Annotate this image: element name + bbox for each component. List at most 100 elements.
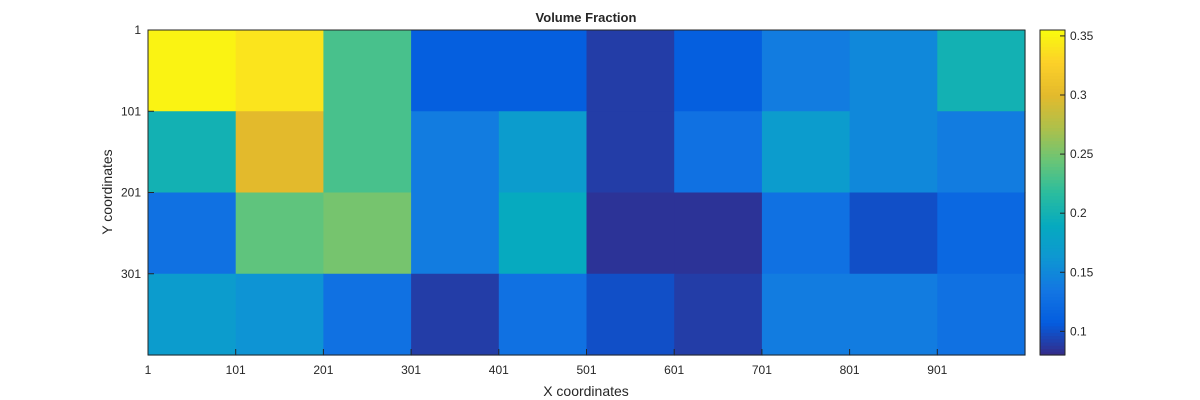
colorbar-segment: [1040, 254, 1065, 259]
colorbar-segment: [1040, 329, 1065, 333]
colorbar-segment: [1040, 319, 1065, 324]
colorbar-segment: [1040, 332, 1065, 337]
colorbar-segment: [1040, 46, 1065, 51]
colorbar-tick-label: 0.3: [1070, 88, 1087, 102]
colorbar-segment: [1040, 108, 1065, 112]
x-tick-label: 301: [401, 363, 421, 377]
colorbar-segment: [1040, 273, 1065, 278]
colorbar-segment: [1040, 338, 1065, 343]
x-tick-label: 1: [145, 363, 152, 377]
heatmap-cell: [148, 111, 237, 194]
colorbar-segment: [1040, 241, 1065, 246]
colorbar-segment: [1040, 49, 1065, 54]
colorbar-segment: [1040, 296, 1065, 301]
heatmap-cell: [323, 111, 412, 194]
y-axis-label: Y coordinates: [99, 149, 115, 234]
heatmap-cell: [323, 30, 412, 112]
heatmap-cell: [586, 111, 675, 194]
heatmap-cell: [235, 192, 324, 275]
heatmap-cell: [937, 111, 1026, 194]
colorbar-segment: [1040, 72, 1065, 77]
heatmap-cell: [674, 192, 763, 275]
colorbar-segment: [1040, 62, 1065, 67]
colorbar-segment: [1040, 104, 1065, 109]
x-tick-label: 901: [927, 363, 947, 377]
colorbar-segment: [1040, 156, 1065, 161]
colorbar-segment: [1040, 286, 1065, 291]
colorbar-segment: [1040, 59, 1065, 64]
colorbar-segment: [1040, 121, 1065, 125]
colorbar-segment: [1040, 30, 1065, 34]
colorbar-segment: [1040, 238, 1065, 242]
colorbar-segment: [1040, 260, 1065, 265]
heatmap-cell: [411, 192, 500, 275]
heatmap-cell: [674, 111, 763, 194]
colorbar-segment: [1040, 283, 1065, 288]
colorbar-segment: [1040, 264, 1065, 268]
colorbar-segment: [1040, 306, 1065, 311]
colorbar-frame: [1039, 29, 1066, 356]
heatmap-cell: [498, 192, 588, 275]
colorbar-segment: [1040, 91, 1065, 96]
colorbar-segment: [1040, 199, 1065, 203]
heatmap-cell: [323, 273, 412, 356]
heatmap-cell: [235, 30, 324, 112]
colorbar-segment: [1040, 290, 1065, 294]
colorbar-segment: [1040, 251, 1065, 255]
heatmap-cell: [411, 273, 500, 356]
colorbar-segment: [1040, 82, 1065, 86]
x-tick-label: 801: [840, 363, 860, 377]
colorbar-segment: [1040, 312, 1065, 317]
colorbar-segment: [1040, 270, 1065, 275]
heatmap-cell: [148, 192, 237, 275]
colorbar-segment: [1040, 166, 1065, 171]
colorbar-segment: [1040, 153, 1065, 158]
colorbar-segment: [1040, 69, 1065, 73]
colorbar-segment: [1040, 39, 1065, 44]
colorbar: 0.1 0.15 0.2 0.25 0.3 0.35: [1039, 29, 1094, 356]
chart-title: Volume Fraction: [536, 10, 637, 25]
colorbar-segment: [1040, 189, 1065, 194]
colorbar-segment: [1040, 101, 1065, 106]
colorbar-segment: [1040, 117, 1065, 122]
x-tick-label: 101: [226, 363, 246, 377]
colorbar-segment: [1040, 205, 1065, 210]
colorbar-segment: [1040, 221, 1065, 226]
heatmap-cell: [849, 30, 938, 112]
colorbar-segment: [1040, 127, 1065, 132]
colorbar-segment: [1040, 33, 1065, 38]
heatmap-cell: [849, 192, 938, 275]
colorbar-segment: [1040, 247, 1065, 252]
colorbar-segment: [1040, 36, 1065, 41]
colorbar-segment: [1040, 351, 1065, 356]
colorbar-segment: [1040, 186, 1065, 190]
x-tick-label: 401: [489, 363, 509, 377]
colorbar-segment: [1040, 98, 1065, 103]
colorbar-segment: [1040, 143, 1065, 148]
colorbar-segment: [1040, 52, 1065, 57]
colorbar-segment: [1040, 267, 1065, 272]
colorbar-segment: [1040, 176, 1065, 181]
colorbar-segment: [1040, 244, 1065, 249]
x-tick-label: 201: [313, 363, 333, 377]
colorbar-tick-label: 0.25: [1070, 147, 1094, 161]
x-axis-ticks: 1 101 201 301 401 501 601 701 801 901: [145, 349, 948, 377]
heatmap-cell: [761, 192, 851, 275]
colorbar-tick-label: 0.1: [1070, 324, 1087, 338]
colorbar-segment: [1040, 231, 1065, 236]
heatmap-cell: [498, 30, 588, 112]
colorbar-segment: [1040, 56, 1065, 60]
colorbar-segment: [1040, 215, 1065, 220]
heatmap-cell: [761, 111, 851, 194]
colorbar-segment: [1040, 134, 1065, 138]
heatmap-cell: [323, 192, 412, 275]
colorbar-segment: [1040, 173, 1065, 177]
x-tick-label: 601: [664, 363, 684, 377]
colorbar-segment: [1040, 208, 1065, 213]
heatmap-cells: [148, 30, 1026, 356]
y-tick-label: 301: [121, 267, 141, 281]
colorbar-segment: [1040, 160, 1065, 164]
colorbar-segment: [1040, 192, 1065, 197]
heatmap-cell: [411, 30, 500, 112]
